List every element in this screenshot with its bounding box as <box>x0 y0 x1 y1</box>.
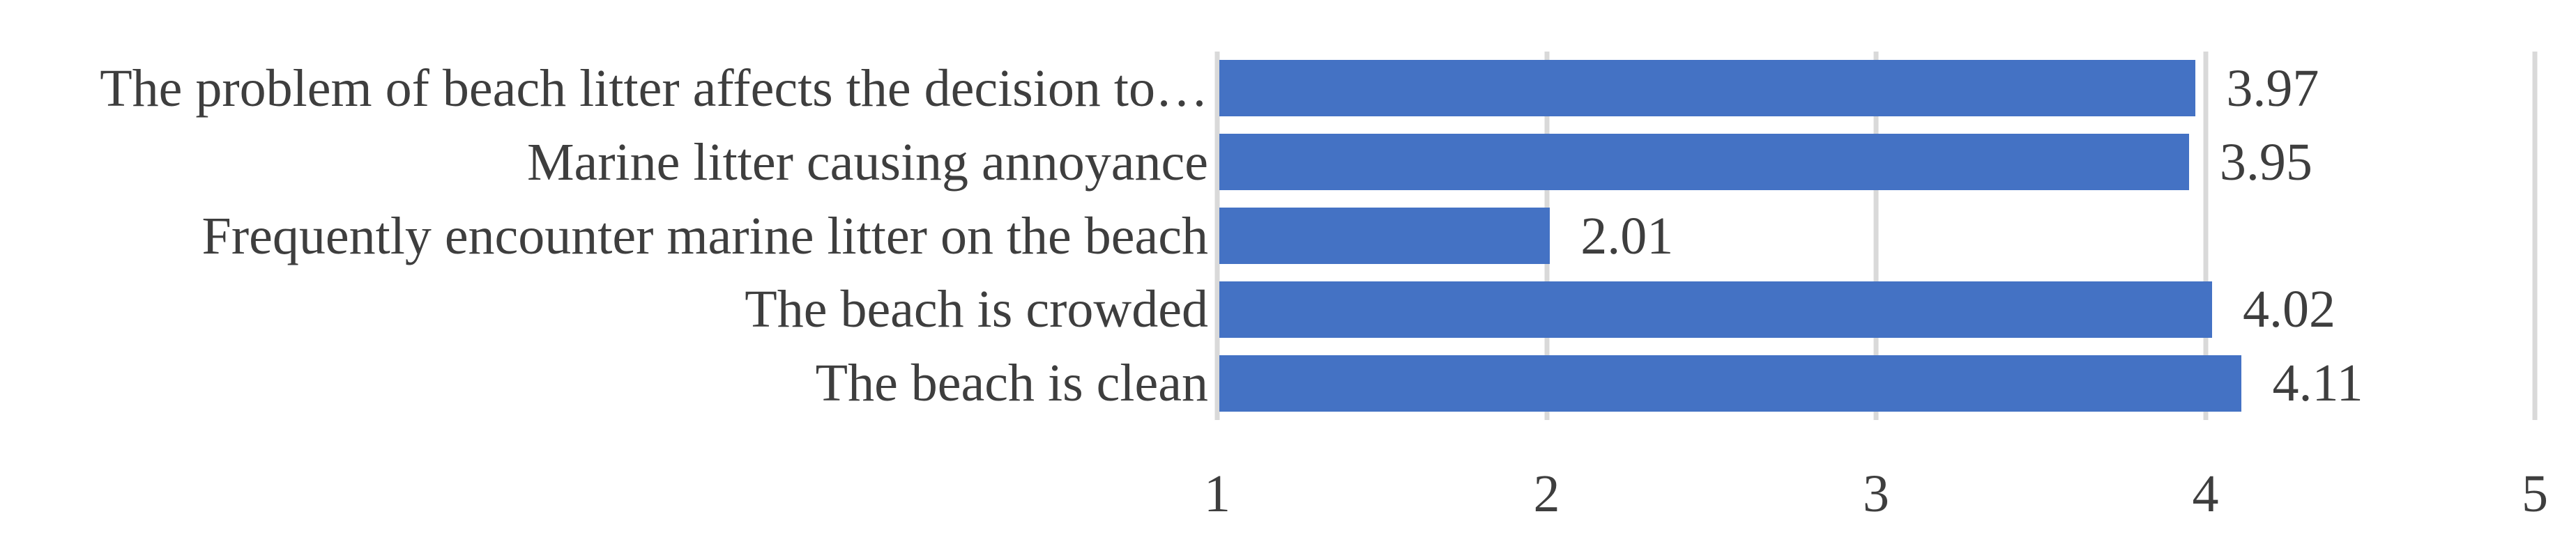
data-label: 3.95 <box>2219 132 2312 192</box>
bar <box>1219 355 2242 412</box>
data-label: 2.01 <box>1580 206 1674 265</box>
bar <box>1219 134 2189 191</box>
data-label: 4.11 <box>2272 354 2363 413</box>
value-axis-line <box>1214 52 1220 420</box>
data-label: 3.97 <box>2226 59 2319 118</box>
gridline <box>2532 52 2538 420</box>
x-tick-label: 4 <box>2192 465 2219 523</box>
category-label: The problem of beach litter affects the … <box>100 59 1208 118</box>
x-tick-label: 2 <box>1533 465 1560 523</box>
category-label: Marine litter causing annoyance <box>526 132 1208 192</box>
category-label: The beach is clean <box>815 354 1208 413</box>
gridline <box>1873 52 1879 420</box>
gridline <box>2203 52 2208 420</box>
data-label: 4.02 <box>2242 280 2335 339</box>
x-tick-label: 3 <box>1863 465 1889 523</box>
bar <box>1219 281 2212 338</box>
category-label: The beach is crowded <box>745 280 1208 339</box>
x-tick-label: 5 <box>2522 465 2548 523</box>
bar <box>1219 208 1550 264</box>
bar <box>1219 60 2196 117</box>
x-tick-label: 1 <box>1204 465 1230 523</box>
category-label: Frequently encounter marine litter on th… <box>201 206 1208 265</box>
